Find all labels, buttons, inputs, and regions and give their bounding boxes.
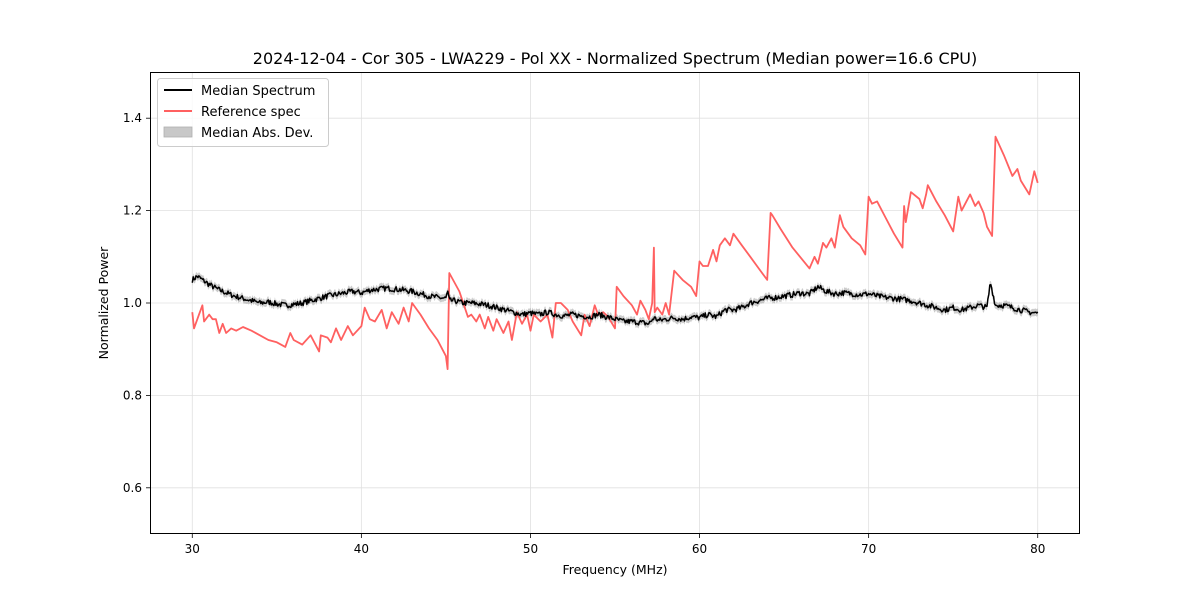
y-axis-label: Normalized Power xyxy=(96,246,111,360)
median-spectrum-line xyxy=(191,275,1039,326)
legend-label-mad: Median Abs. Dev. xyxy=(201,126,313,141)
x-tick-label: 70 xyxy=(861,542,876,556)
x-axis-label: Frequency (MHz) xyxy=(562,562,667,577)
x-tick-label: 30 xyxy=(185,542,200,556)
plot-frame xyxy=(150,72,1080,534)
x-axis: 30 40 50 60 70 80 xyxy=(185,534,1045,556)
x-tick-label: 50 xyxy=(523,542,538,556)
y-tick-label: 0.6 xyxy=(123,481,142,495)
x-tick-label: 40 xyxy=(354,542,369,556)
legend: Median Spectrum Reference spec Median Ab… xyxy=(157,78,329,147)
legend-label-reference: Reference spec xyxy=(201,105,301,120)
x-tick-label: 80 xyxy=(1030,542,1045,556)
reference-spectrum-line xyxy=(191,135,1039,370)
y-tick-label: 1.0 xyxy=(123,296,142,310)
chart-title: 2024-12-04 - Cor 305 - LWA229 - Pol XX -… xyxy=(253,49,977,68)
legend-label-median: Median Spectrum xyxy=(201,84,315,99)
x-tick-label: 60 xyxy=(692,542,707,556)
legend-box xyxy=(157,78,329,147)
y-tick-label: 0.8 xyxy=(123,388,142,402)
grid xyxy=(150,72,1080,534)
y-tick-label: 1.2 xyxy=(123,204,142,218)
y-tick-label: 1.4 xyxy=(123,111,142,125)
legend-swatch-mad xyxy=(163,126,193,138)
series-layer xyxy=(191,135,1039,370)
y-axis: 0.6 0.8 1.0 1.2 1.4 xyxy=(123,111,150,495)
